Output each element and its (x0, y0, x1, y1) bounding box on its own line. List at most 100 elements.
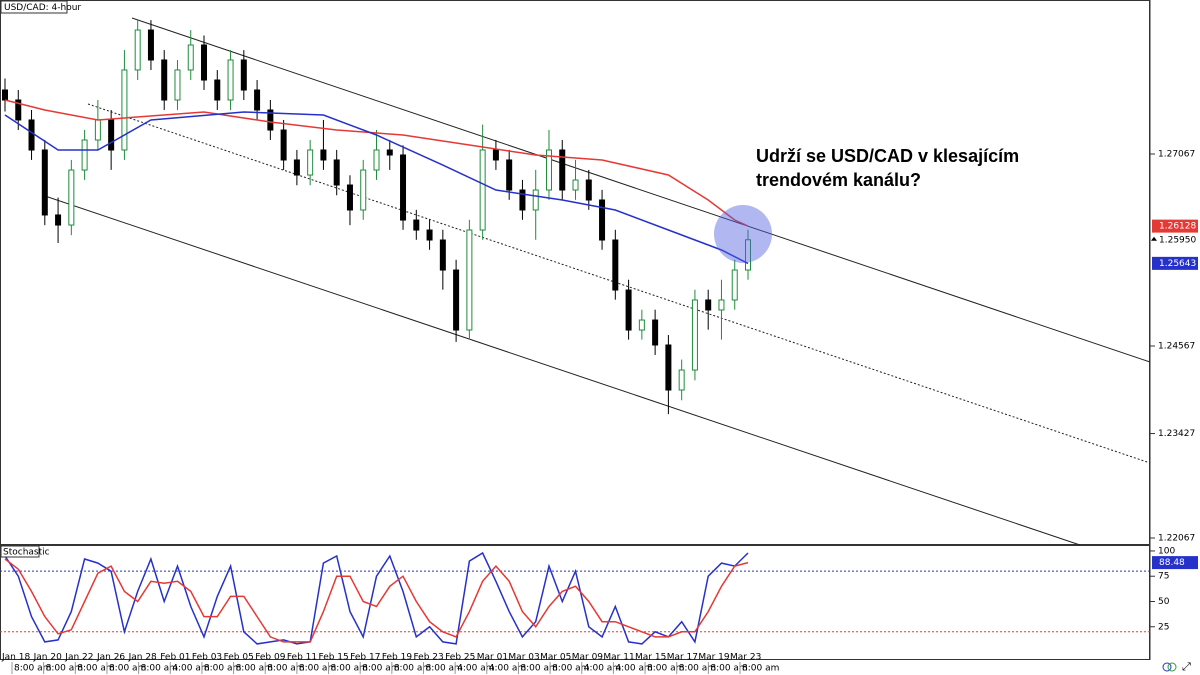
candle-body (572, 179, 579, 191)
candle-body (333, 159, 340, 186)
y-tick-label: 75 (1158, 572, 1169, 582)
candle-body (745, 239, 751, 271)
candle-body (240, 59, 247, 91)
candle-body (214, 79, 221, 101)
candle-body (519, 189, 526, 211)
candle-body (293, 159, 300, 176)
candle-body (439, 239, 446, 271)
price-marker (1152, 556, 1198, 570)
price-marker-label: 1.26128 (1159, 222, 1196, 232)
x-time-label: 8:00 am (267, 664, 304, 674)
y-tick-label: 25 (1158, 622, 1169, 632)
x-date-label: Feb 11 (287, 653, 317, 663)
x-time-label: 8:00 am (425, 664, 462, 674)
x-time-label: 4:00 am (584, 664, 621, 674)
candle-body (174, 69, 181, 101)
candle-body (426, 229, 433, 241)
x-date-label: Mar 09 (572, 653, 604, 663)
annotation: trendovém kanálu? (756, 170, 921, 190)
price-panel (0, 0, 1150, 545)
candle-body (373, 149, 380, 171)
price-marker (1152, 233, 1198, 247)
candle-body (360, 169, 367, 211)
candle-body (731, 269, 738, 301)
channel-middle (87, 103, 1151, 464)
candle-body (492, 149, 499, 161)
x-date-label: Mar 19 (698, 653, 730, 663)
candle-body (81, 139, 88, 171)
y-tick-label: 1.24567 (1158, 342, 1195, 352)
x-time-label: 4:00 am (172, 664, 209, 674)
stochastic-panel (0, 545, 1150, 660)
x-date-label: Jan 26 (96, 653, 125, 663)
candle-body (705, 299, 712, 311)
candle-body (479, 149, 486, 231)
candle-body (652, 319, 659, 346)
candle-body (108, 119, 115, 151)
annotation: Udrží se USD/CAD v klesajícím (756, 146, 1019, 166)
candle-body (612, 239, 619, 291)
price-marker-label: 1.25950 (1159, 235, 1196, 245)
candle-body (134, 29, 141, 71)
price-marker-label: 1.25643 (1159, 259, 1196, 269)
x-date-label: Feb 15 (319, 653, 349, 663)
candle-body (625, 289, 632, 331)
x-time-label: 8:00 am (362, 664, 399, 674)
candle-body (386, 149, 393, 156)
x-date-label: Jan 18 (1, 653, 30, 663)
x-time-label: 8:00 am (236, 664, 273, 674)
candle-body (346, 184, 353, 211)
x-time-label: 8:00 am (77, 664, 114, 674)
x-date-label: Feb 25 (445, 653, 475, 663)
candle-body (15, 99, 22, 121)
candle-body (585, 179, 592, 201)
channel-lower (44, 195, 1081, 546)
x-date-label: Feb 19 (382, 653, 413, 663)
candle-body (466, 229, 473, 331)
x-time-label: 8:00 am (141, 664, 178, 674)
candle-body (187, 44, 194, 71)
x-time-label: 8:00 am (109, 664, 146, 674)
candle-body (307, 149, 314, 176)
x-date-label: Feb 03 (192, 653, 222, 663)
candle-body (559, 149, 566, 191)
price-marker-label: 88.48 (1159, 558, 1185, 568)
stochastic-line (4, 551, 749, 645)
candle-body (161, 59, 168, 101)
x-date-label: Feb 01 (160, 653, 190, 663)
x-date-label: Jan 20 (33, 653, 62, 663)
candle-body (545, 149, 552, 191)
stoch-title: Stochastic (3, 548, 50, 558)
x-time-label: 8:00 am (710, 664, 747, 674)
x-date-label: Mar 15 (635, 653, 666, 663)
price-marker-arrow (1151, 236, 1157, 241)
candle-body (28, 119, 35, 151)
candle-body (532, 189, 539, 211)
channel-upper (131, 17, 1151, 363)
candle-body (599, 199, 606, 241)
x-time-label: 8:00 am (394, 664, 431, 674)
moving-average (4, 111, 749, 265)
chart-title: USD/CAD: 4-hour (4, 3, 81, 13)
x-date-label: Mar 03 (508, 653, 539, 663)
x-time-label: 4:00 am (615, 664, 652, 674)
x-time-label: 8:00 am (14, 664, 51, 674)
x-time-label: 8:00 am (552, 664, 589, 674)
x-time-label: 8:00 am (331, 664, 368, 674)
y-tick-label: 1.27067 (1158, 149, 1195, 159)
candle-body (320, 149, 327, 161)
candle-body (678, 369, 685, 391)
x-time-label: 8:00 am (647, 664, 684, 674)
x-date-label: Jan 28 (128, 653, 157, 663)
candle-body (267, 109, 274, 131)
x-time-label: 8:00 am (520, 664, 557, 674)
x-time-label: 4:00 am (457, 664, 494, 674)
x-date-label: Mar 01 (477, 653, 508, 663)
x-date-label: Feb 17 (350, 653, 380, 663)
y-tick-label: 1.23427 (1158, 429, 1195, 439)
x-time-label: 8:00 am (299, 664, 336, 674)
candle-body (400, 154, 407, 221)
candle-body (121, 69, 128, 151)
candle-body (201, 44, 208, 81)
y-tick-label: 50 (1158, 597, 1170, 607)
